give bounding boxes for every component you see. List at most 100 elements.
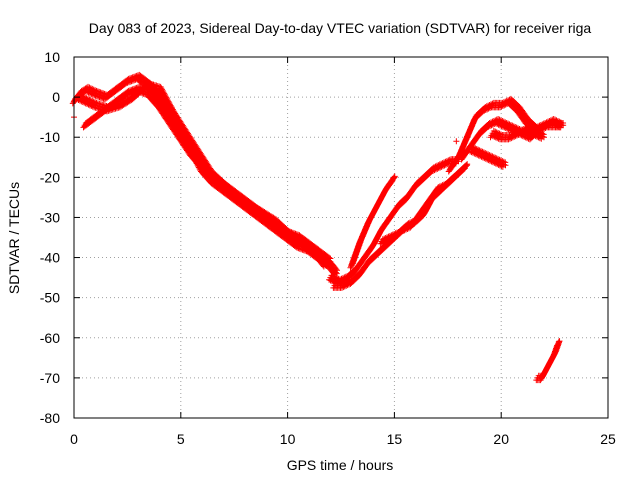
y-tick-label: -80 bbox=[40, 410, 60, 426]
data-point bbox=[546, 361, 553, 368]
data-point bbox=[377, 196, 384, 203]
data-point bbox=[425, 203, 432, 210]
data-point bbox=[466, 127, 473, 134]
data-point bbox=[556, 338, 563, 345]
data-point bbox=[470, 119, 477, 126]
data-point bbox=[362, 226, 369, 233]
data-point bbox=[341, 283, 348, 290]
data-point bbox=[485, 123, 492, 130]
data-point bbox=[373, 236, 380, 243]
data-point bbox=[499, 102, 506, 109]
data-point bbox=[541, 369, 548, 376]
y-axis-label: SDTVAR / TECUs bbox=[6, 182, 22, 294]
data-point bbox=[360, 229, 367, 236]
data-point bbox=[555, 338, 562, 345]
y-tick-label: -50 bbox=[40, 290, 60, 306]
data-point bbox=[518, 130, 525, 137]
axis-ticks bbox=[73, 56, 609, 419]
data-point bbox=[366, 216, 373, 223]
chart-title: Day 083 of 2023, Sidereal Day-to-day VTE… bbox=[89, 20, 592, 36]
data-point bbox=[457, 147, 464, 154]
data-point bbox=[540, 134, 547, 141]
data-point bbox=[456, 150, 463, 157]
data-point bbox=[459, 145, 466, 152]
data-point bbox=[359, 232, 366, 239]
data-point bbox=[539, 373, 546, 380]
data-point bbox=[384, 237, 391, 244]
data-point bbox=[420, 212, 427, 219]
y-tick-label: -70 bbox=[40, 370, 60, 386]
data-point bbox=[502, 162, 509, 169]
data-point bbox=[380, 239, 387, 246]
data-point bbox=[424, 204, 431, 211]
data-point bbox=[460, 140, 467, 147]
data-point bbox=[423, 205, 430, 212]
data-point bbox=[438, 163, 445, 170]
data-point bbox=[370, 240, 377, 247]
data-point bbox=[430, 167, 437, 174]
data-point bbox=[543, 365, 550, 372]
data-point bbox=[365, 219, 372, 226]
data-point bbox=[376, 197, 383, 204]
data-point bbox=[359, 233, 366, 240]
data-point bbox=[465, 129, 472, 136]
data-point bbox=[538, 375, 545, 382]
data-point bbox=[370, 208, 377, 215]
data-point bbox=[547, 358, 554, 365]
data-point bbox=[375, 232, 382, 239]
data-point bbox=[487, 105, 494, 112]
data-point bbox=[372, 205, 379, 212]
data-point bbox=[364, 220, 371, 227]
data-point bbox=[374, 234, 381, 241]
y-tick-label: -20 bbox=[40, 169, 60, 185]
data-point bbox=[437, 164, 444, 171]
data-point bbox=[356, 239, 363, 246]
data-point bbox=[363, 222, 370, 229]
data-point bbox=[484, 106, 491, 113]
data-point bbox=[370, 242, 377, 249]
tick-labels: 0 5 10 15 20 25 10 0 -10 -20 -30 -40 -50 -60 -70 -80 bbox=[40, 49, 616, 447]
data-point bbox=[371, 239, 378, 246]
data-point bbox=[549, 354, 556, 361]
series-isolated bbox=[71, 114, 494, 145]
series-track-j bbox=[467, 144, 509, 170]
data-point bbox=[368, 244, 375, 251]
data-point bbox=[514, 132, 521, 139]
x-axis-label: GPS time / hours bbox=[287, 457, 394, 473]
data-point bbox=[363, 223, 370, 230]
data-point bbox=[487, 123, 494, 130]
data-point bbox=[365, 217, 372, 224]
data-point bbox=[467, 124, 474, 131]
data-point bbox=[122, 81, 129, 88]
series-track-l bbox=[533, 338, 563, 384]
y-tick-label: -40 bbox=[40, 250, 60, 266]
data-point bbox=[537, 377, 544, 384]
data-point bbox=[432, 166, 439, 173]
series-track-k bbox=[488, 124, 547, 143]
data-point bbox=[540, 371, 547, 378]
data-point bbox=[129, 77, 136, 84]
data-point bbox=[458, 146, 465, 153]
data-point bbox=[508, 135, 515, 142]
series-track-d bbox=[326, 156, 462, 287]
y-tick-label: -30 bbox=[40, 209, 60, 225]
data-point bbox=[381, 238, 388, 245]
data-point bbox=[391, 234, 398, 241]
data-points bbox=[69, 71, 567, 384]
data-point bbox=[457, 149, 464, 156]
data-point bbox=[403, 224, 410, 231]
data-point bbox=[435, 165, 442, 172]
data-point bbox=[484, 124, 491, 131]
x-tick-label: 20 bbox=[493, 431, 509, 447]
data-point bbox=[431, 167, 438, 174]
series-track-c bbox=[74, 79, 330, 270]
data-point bbox=[122, 93, 129, 100]
data-point bbox=[482, 107, 489, 114]
data-point bbox=[343, 282, 350, 289]
data-point bbox=[498, 103, 505, 110]
data-point bbox=[542, 125, 549, 132]
data-point bbox=[123, 80, 130, 87]
data-point bbox=[373, 235, 380, 242]
data-point bbox=[379, 192, 386, 199]
